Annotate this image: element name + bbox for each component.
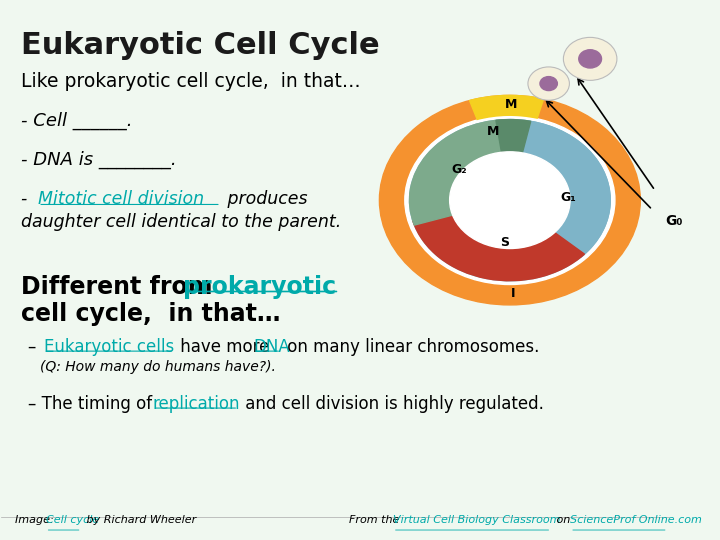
Text: on many linear chromosomes.: on many linear chromosomes. — [282, 338, 540, 356]
Text: – The timing of: – The timing of — [28, 395, 158, 413]
Circle shape — [410, 119, 611, 281]
Circle shape — [379, 96, 640, 305]
Wedge shape — [496, 119, 531, 153]
Text: S: S — [500, 235, 509, 248]
Wedge shape — [510, 119, 611, 257]
Circle shape — [528, 67, 570, 100]
Text: Different from: Different from — [22, 275, 221, 299]
Text: Mitotic cell division: Mitotic cell division — [38, 191, 204, 208]
Text: M: M — [505, 98, 518, 111]
Text: M: M — [487, 125, 500, 138]
Text: Eukaryotic cells: Eukaryotic cells — [43, 338, 174, 356]
Circle shape — [405, 116, 615, 285]
Text: G₂: G₂ — [451, 163, 467, 176]
Text: Eukaryotic Cell Cycle: Eukaryotic Cell Cycle — [22, 31, 380, 60]
Text: I: I — [511, 287, 516, 300]
Text: –: – — [28, 338, 42, 356]
Text: Virtual Cell Biology Classroom: Virtual Cell Biology Classroom — [393, 515, 560, 525]
Circle shape — [579, 50, 601, 68]
Text: - DNA is ________.: - DNA is ________. — [22, 151, 177, 169]
Text: daughter cell identical to the parent.: daughter cell identical to the parent. — [22, 213, 342, 231]
Text: - Cell ______.: - Cell ______. — [22, 112, 133, 130]
Text: prokaryotic: prokaryotic — [184, 275, 336, 299]
Text: Cell cycle: Cell cycle — [45, 515, 99, 525]
Text: cell cycle,  in that…: cell cycle, in that… — [22, 302, 281, 326]
Wedge shape — [413, 213, 585, 281]
Text: Like prokaryotic cell cycle,  in that…: Like prokaryotic cell cycle, in that… — [22, 72, 361, 91]
Text: G₁: G₁ — [561, 191, 577, 204]
Wedge shape — [410, 120, 507, 225]
Text: produces: produces — [222, 191, 307, 208]
Text: (Q: How many do humans have?).: (Q: How many do humans have?). — [40, 360, 276, 374]
Text: replication: replication — [153, 395, 240, 413]
Circle shape — [563, 37, 617, 80]
Wedge shape — [469, 96, 544, 119]
Text: on: on — [553, 515, 573, 525]
Circle shape — [450, 152, 570, 248]
Text: by Richard Wheeler: by Richard Wheeler — [83, 515, 197, 525]
Circle shape — [540, 77, 557, 91]
Text: Image:: Image: — [15, 515, 57, 525]
Text: DNA: DNA — [253, 338, 289, 356]
Text: and cell division is highly regulated.: and cell division is highly regulated. — [240, 395, 544, 413]
Text: -: - — [22, 191, 33, 208]
Text: G₀: G₀ — [665, 214, 683, 227]
Text: From the: From the — [349, 515, 407, 525]
Text: have more: have more — [176, 338, 275, 356]
Text: ScienceProf Online.com: ScienceProf Online.com — [570, 515, 702, 525]
